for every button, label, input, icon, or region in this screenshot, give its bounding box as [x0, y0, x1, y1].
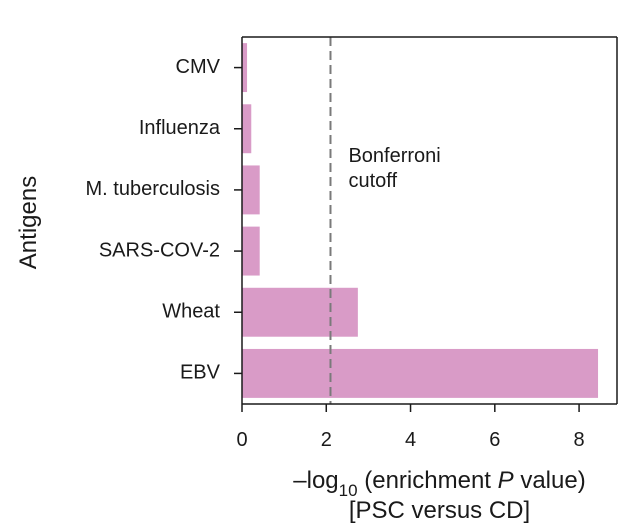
bar-sars-cov-2 — [242, 226, 260, 276]
y-tick-label: M. tuberculosis — [86, 178, 221, 200]
x-tick-label: 8 — [574, 429, 585, 451]
bar-ebv — [242, 348, 599, 398]
cutoff-label-line1: Bonferroni — [348, 145, 440, 167]
y-axis-label: Antigens — [15, 176, 42, 269]
bars-group — [242, 43, 599, 398]
bar-cmv — [242, 43, 248, 93]
bar-m-tuberculosis — [242, 165, 260, 215]
y-tick-label: SARS-COV-2 — [99, 239, 220, 261]
x-axis-label: –log10 (enrichment P value) — [293, 467, 585, 500]
cutoff-group: Bonferroni cutoff — [329, 37, 441, 404]
x-axis-label-line2: [PSC versus CD] — [349, 497, 530, 524]
axes-group — [234, 36, 618, 412]
y-tick-label: Wheat — [162, 301, 220, 323]
bar-influenza — [242, 104, 252, 154]
cutoff-label-line2: cutoff — [348, 170, 397, 192]
y-tick-label: Influenza — [139, 117, 221, 139]
y-tick-label: EBV — [180, 362, 221, 384]
x-tick-label: 0 — [236, 429, 247, 451]
bar-wheat — [242, 287, 358, 337]
y-tick-label: CMV — [176, 56, 221, 78]
x-tick-label: 2 — [321, 429, 332, 451]
x-tick-label: 4 — [405, 429, 416, 451]
x-tick-label: 6 — [489, 429, 500, 451]
labels-group: CMV Influenza M. tuberculosis SARS-COV-2 Whe… — [15, 56, 586, 524]
